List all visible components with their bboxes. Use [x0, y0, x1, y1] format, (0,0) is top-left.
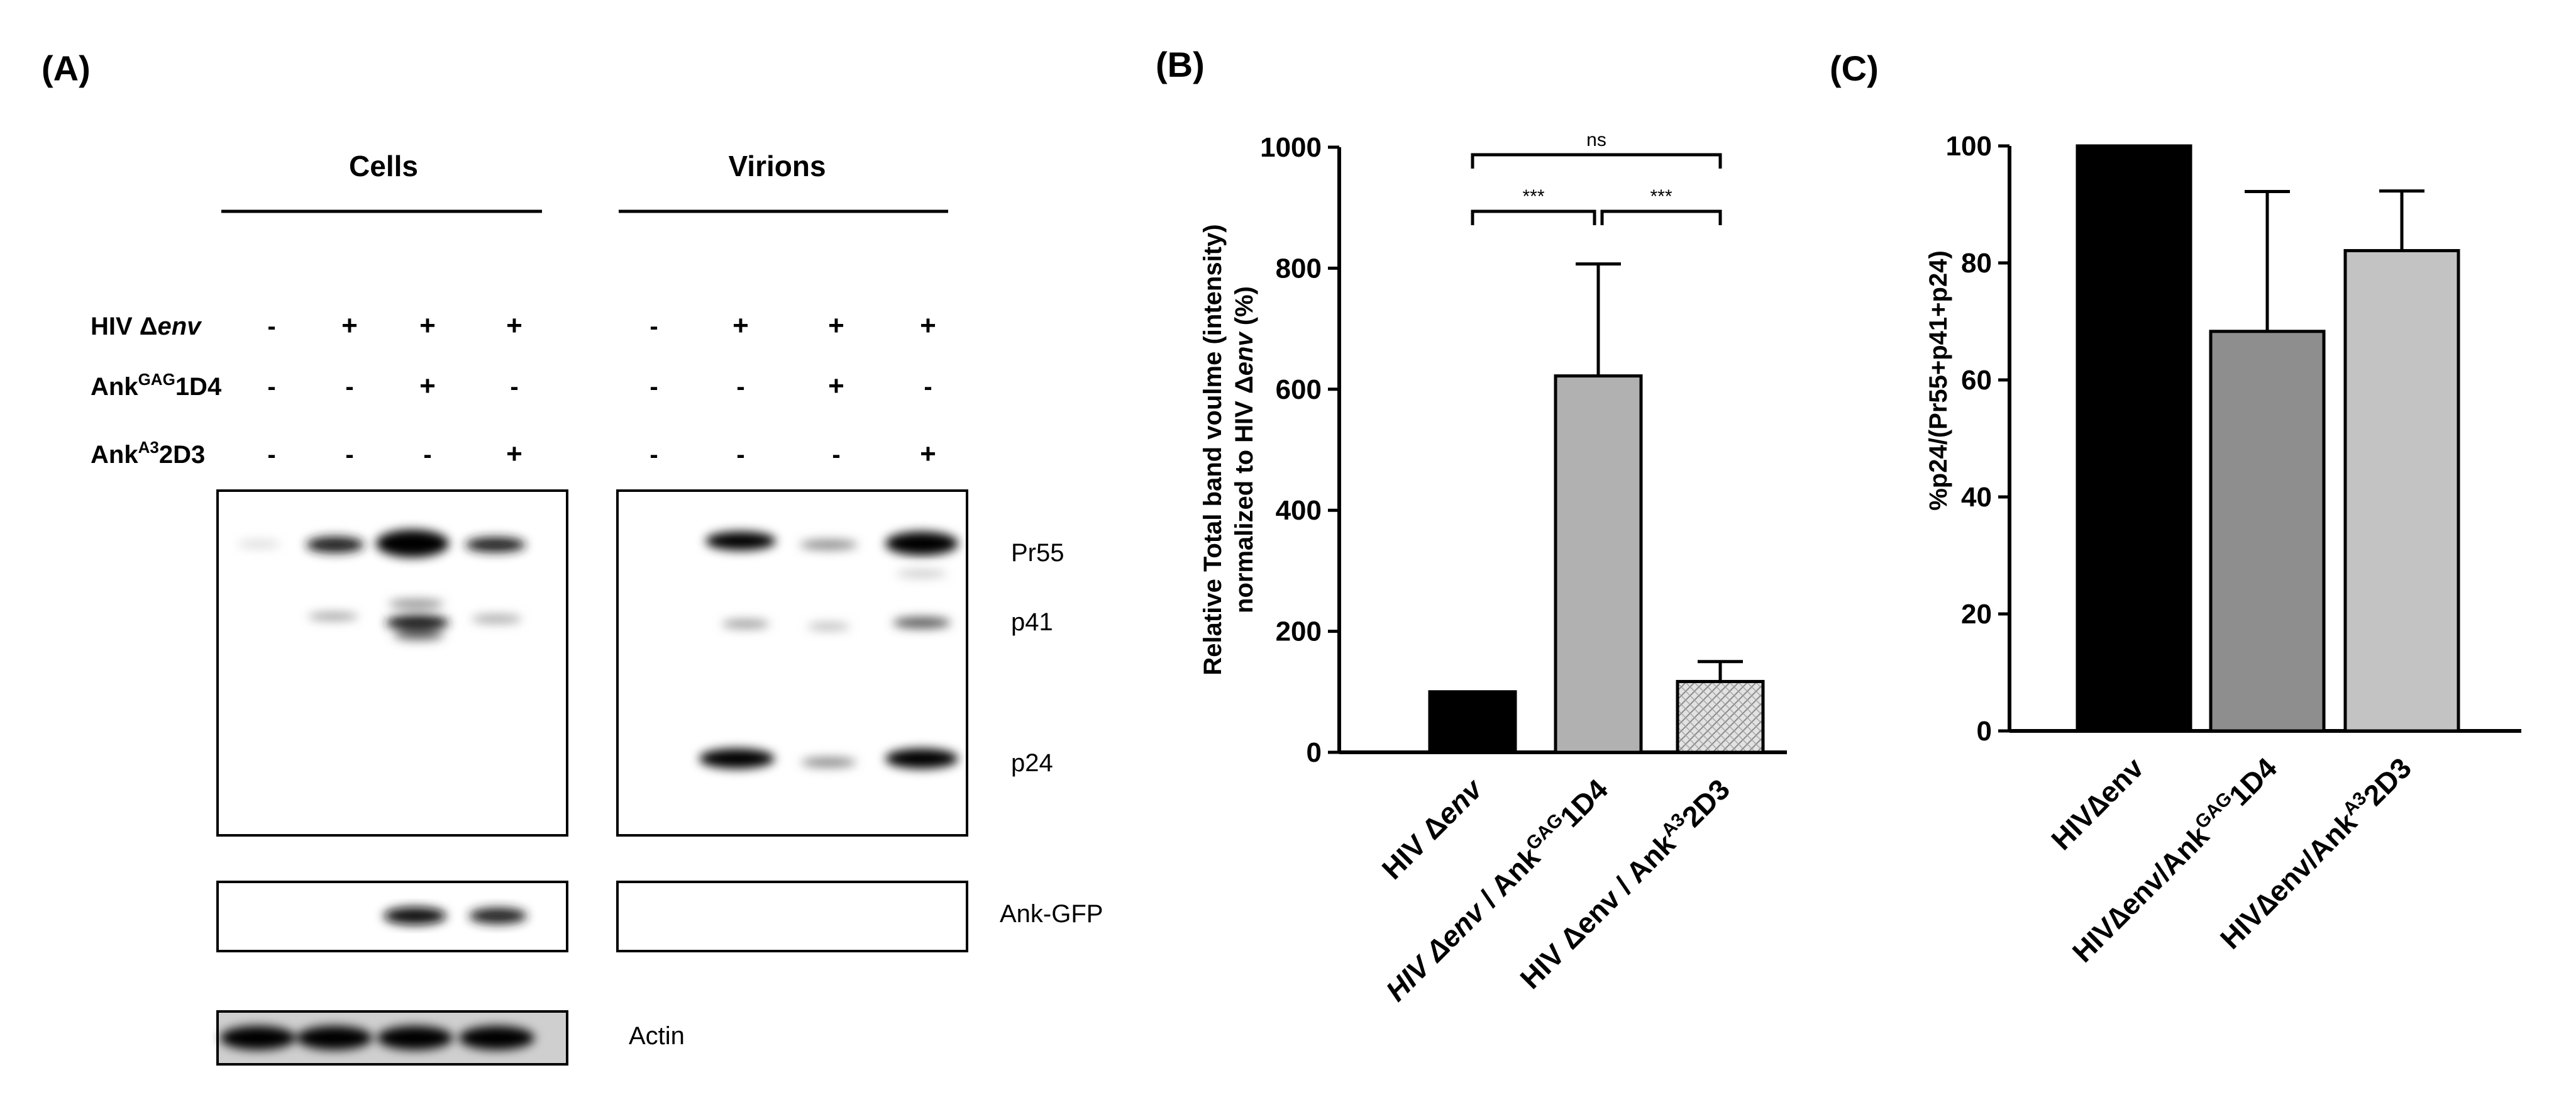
sign-virions-r0-l2: +	[828, 310, 844, 341]
sign-virions-r1-l0: -	[650, 373, 658, 401]
panel-a-label: (A)	[41, 48, 91, 88]
sign-cells-r2-l1: -	[345, 441, 353, 469]
sign-cells-r0-l0: -	[267, 313, 275, 340]
condition-label-ank-a3: AnkA32D3	[91, 438, 205, 469]
chart-c-plot: 020406080100HIV∆envHIV∆env/AnkGAG1D4HIV∆…	[1946, 131, 2521, 969]
sign-cells-r1-l1: -	[345, 373, 353, 401]
sign-cells-r0-l1: +	[341, 310, 358, 341]
sign-cells-r0-l3: +	[506, 310, 522, 341]
sign-virions-r1-l1: -	[736, 373, 744, 401]
category-label-1: HIV Δenv / AnkGAG1D4	[1378, 772, 1614, 1008]
y-tick-label: 60	[1961, 365, 1992, 396]
panel-b: (B) Relative Total band voulme (intensit…	[1156, 45, 1787, 1008]
chart-b-ylabel: Relative Total band voulme (intensity) no…	[1199, 224, 1258, 675]
bar-2	[1676, 679, 1765, 754]
y-tick-label: 20	[1961, 599, 1992, 630]
y-tick-label: 0	[1307, 737, 1322, 768]
sign-cells-r2-l3: +	[506, 438, 522, 469]
sign-cells-r0-l2: +	[419, 310, 436, 341]
condition-label-hiv: HIV Δenv	[91, 313, 202, 340]
y-tick-label: 100	[1946, 131, 1992, 162]
condition-label-ank-gag: AnkGAG1D4	[91, 370, 222, 401]
blot-virions-main	[616, 489, 968, 837]
category-label-0: HIV∆env	[2045, 751, 2150, 856]
panel-a: (A) Cells Virions HIV Δenv - + + + - + + + AnkG…	[41, 48, 1103, 1066]
band-label-ank-gfp: Ank-GFP	[1000, 900, 1103, 928]
sign-virions-r1-l3: -	[924, 373, 932, 401]
y-tick-label: 1000	[1260, 132, 1322, 163]
condition-row-ank-gag: AnkGAG1D4 - - + - - - + -	[91, 370, 932, 401]
y-tick-label: 600	[1276, 374, 1322, 405]
sig-label-2: ns	[1586, 130, 1606, 150]
condition-row-hiv: HIV Δenv - + + + - + + +	[91, 310, 936, 341]
y-tick-label: 400	[1276, 495, 1322, 526]
chart-c-ylabel: %p24/(Pr55+p41+p24)	[1925, 250, 1952, 511]
blot-cells-actin	[216, 1010, 568, 1066]
condition-row-ank-a3: AnkA32D3 - - - + - - - +	[91, 438, 936, 469]
sign-virions-r1-l2: +	[828, 370, 844, 401]
bar-2	[2343, 248, 2460, 733]
blot-virions-gfp	[616, 881, 968, 952]
y-tick-label: 40	[1961, 482, 1992, 513]
blot-cells-main	[216, 489, 568, 837]
sig-bracket-0	[1471, 209, 1596, 225]
bar-0	[1428, 690, 1517, 754]
sign-cells-r2-l0: -	[267, 441, 275, 469]
sign-virions-r2-l3: +	[920, 438, 936, 469]
cells-group-label: Cells	[349, 150, 418, 182]
sign-cells-r1-l3: -	[510, 373, 518, 401]
sig-bracket-1	[1600, 209, 1722, 225]
sign-virions-r2-l1: -	[736, 441, 744, 469]
sig-label-0: ***	[1522, 186, 1544, 207]
sign-cells-r2-l2: -	[423, 441, 431, 469]
bar-1	[1554, 374, 1643, 754]
sign-virions-r0-l1: +	[732, 310, 749, 341]
band-label-actin: Actin	[629, 1022, 685, 1050]
sig-label-1: ***	[1650, 186, 1672, 207]
sig-bracket-2	[1471, 153, 1722, 169]
category-label-0: HIV Δenv	[1376, 772, 1490, 886]
panel-c: (C) %p24/(Pr55+p41+p24) 0 20 40 60 80 100 HIV∆…	[1830, 48, 2521, 969]
y-tick-label: 80	[1961, 248, 1992, 279]
virions-group-label: Virions	[728, 150, 826, 182]
category-label-2: HIV Δenv / AnkA32D3	[1513, 772, 1736, 995]
bar-0	[2076, 144, 2192, 733]
sign-virions-r2-l0: -	[650, 441, 658, 469]
y-tick-label: 0	[1977, 716, 1992, 747]
sign-cells-r1-l0: -	[267, 373, 275, 401]
sign-virions-r0-l0: -	[650, 313, 658, 340]
sign-cells-r1-l2: +	[419, 370, 436, 401]
sign-virions-r0-l3: +	[920, 310, 936, 341]
panel-b-label: (B)	[1156, 45, 1205, 84]
y-tick-label: 800	[1276, 253, 1322, 284]
band-label-p24: p24	[1011, 749, 1053, 777]
blot-cells-gfp	[216, 881, 568, 952]
band-label-p41: p41	[1011, 608, 1053, 636]
band-label-pr55: Pr55	[1011, 539, 1064, 567]
panel-c-label: (C)	[1830, 48, 1879, 88]
bar-1	[2209, 330, 2326, 733]
sign-virions-r2-l2: -	[832, 441, 840, 469]
y-tick-label: 200	[1276, 616, 1322, 647]
